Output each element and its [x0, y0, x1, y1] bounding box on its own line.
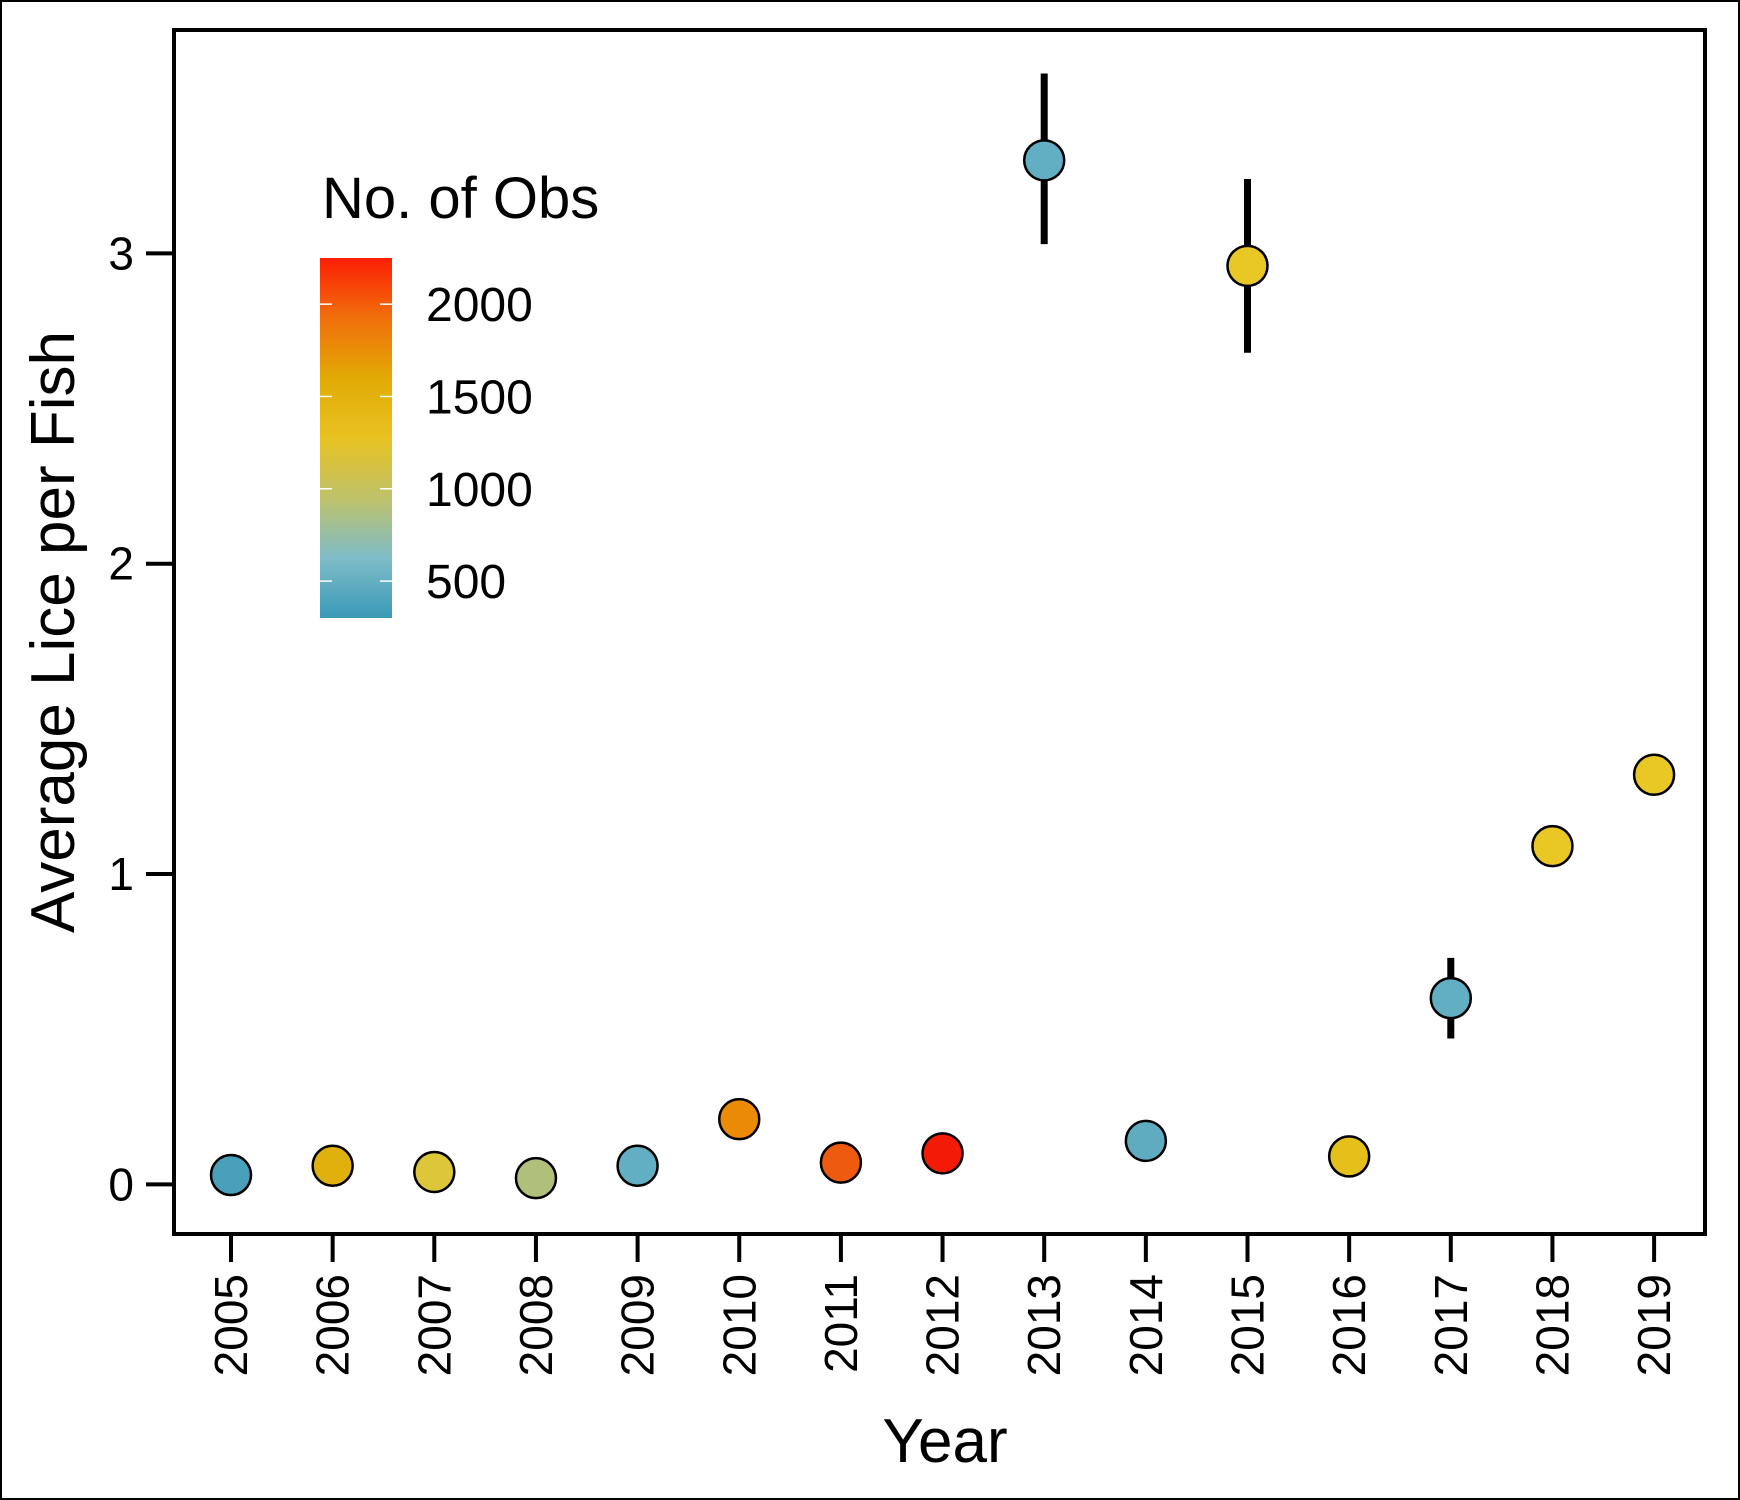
data-point: [1022, 139, 1066, 182]
x-tick-label: 2013: [1018, 1274, 1070, 1376]
data-point: [921, 1132, 964, 1175]
x-tick-label: 2015: [1222, 1274, 1274, 1376]
y-tick-label: 1: [108, 848, 134, 900]
data-point: [1327, 1135, 1371, 1178]
plot-frame: [172, 28, 1707, 1236]
data-point: [718, 1097, 761, 1141]
x-tick-label: 2007: [408, 1274, 460, 1376]
x-tick-label: 2018: [1526, 1274, 1578, 1376]
data-point: [413, 1150, 456, 1194]
y-tick-label: 0: [108, 1158, 134, 1210]
x-tick-label: 2017: [1425, 1274, 1477, 1376]
x-axis-title: Year: [882, 1407, 1007, 1476]
data-point: [819, 1141, 863, 1184]
x-tick-label: 2016: [1323, 1274, 1375, 1376]
x-axis: 2005 2006 2007 2008 2009 2010 2011 2012 2013 2014…: [205, 1234, 1680, 1376]
y-axis: 0 1 2 3: [108, 227, 174, 1210]
data-point: [1429, 976, 1473, 1020]
x-tick-label: 2012: [917, 1274, 969, 1376]
data-points: [209, 139, 1676, 1200]
x-tick-label: 2014: [1120, 1274, 1172, 1376]
colorbar-tick-label: 1000: [426, 464, 533, 517]
data-point: [1124, 1119, 1168, 1163]
data-point: [514, 1156, 558, 1200]
data-point: [1531, 824, 1574, 868]
y-axis-title: Average Lice per Fish: [19, 331, 88, 933]
colorbar-tick-label: 2000: [426, 279, 533, 332]
data-point: [1226, 244, 1269, 288]
x-tick-label: 2011: [815, 1274, 867, 1373]
y-tick-label: 3: [108, 227, 134, 279]
colorbar-tick-label: 1500: [426, 371, 533, 424]
x-tick-label: 2009: [612, 1274, 664, 1376]
x-tick-label: 2008: [510, 1274, 562, 1376]
y-tick-label: 2: [108, 538, 134, 590]
colorbar-tick-label: 500: [426, 556, 506, 609]
x-tick-label: 2005: [205, 1274, 257, 1376]
legend: No. of Obs 500 1000 1500 2000: [320, 166, 599, 618]
colorbar: [320, 258, 392, 618]
legend-title: No. of Obs: [322, 166, 599, 231]
data-point: [1632, 753, 1676, 796]
x-tick-label: 2019: [1628, 1274, 1680, 1376]
data-point: [616, 1144, 659, 1187]
data-point: [311, 1144, 354, 1187]
colorbar-ticks: 500 1000 1500 2000: [320, 279, 533, 609]
x-tick-label: 2010: [713, 1274, 765, 1376]
x-tick-label: 2006: [307, 1274, 359, 1376]
data-point: [209, 1153, 253, 1197]
